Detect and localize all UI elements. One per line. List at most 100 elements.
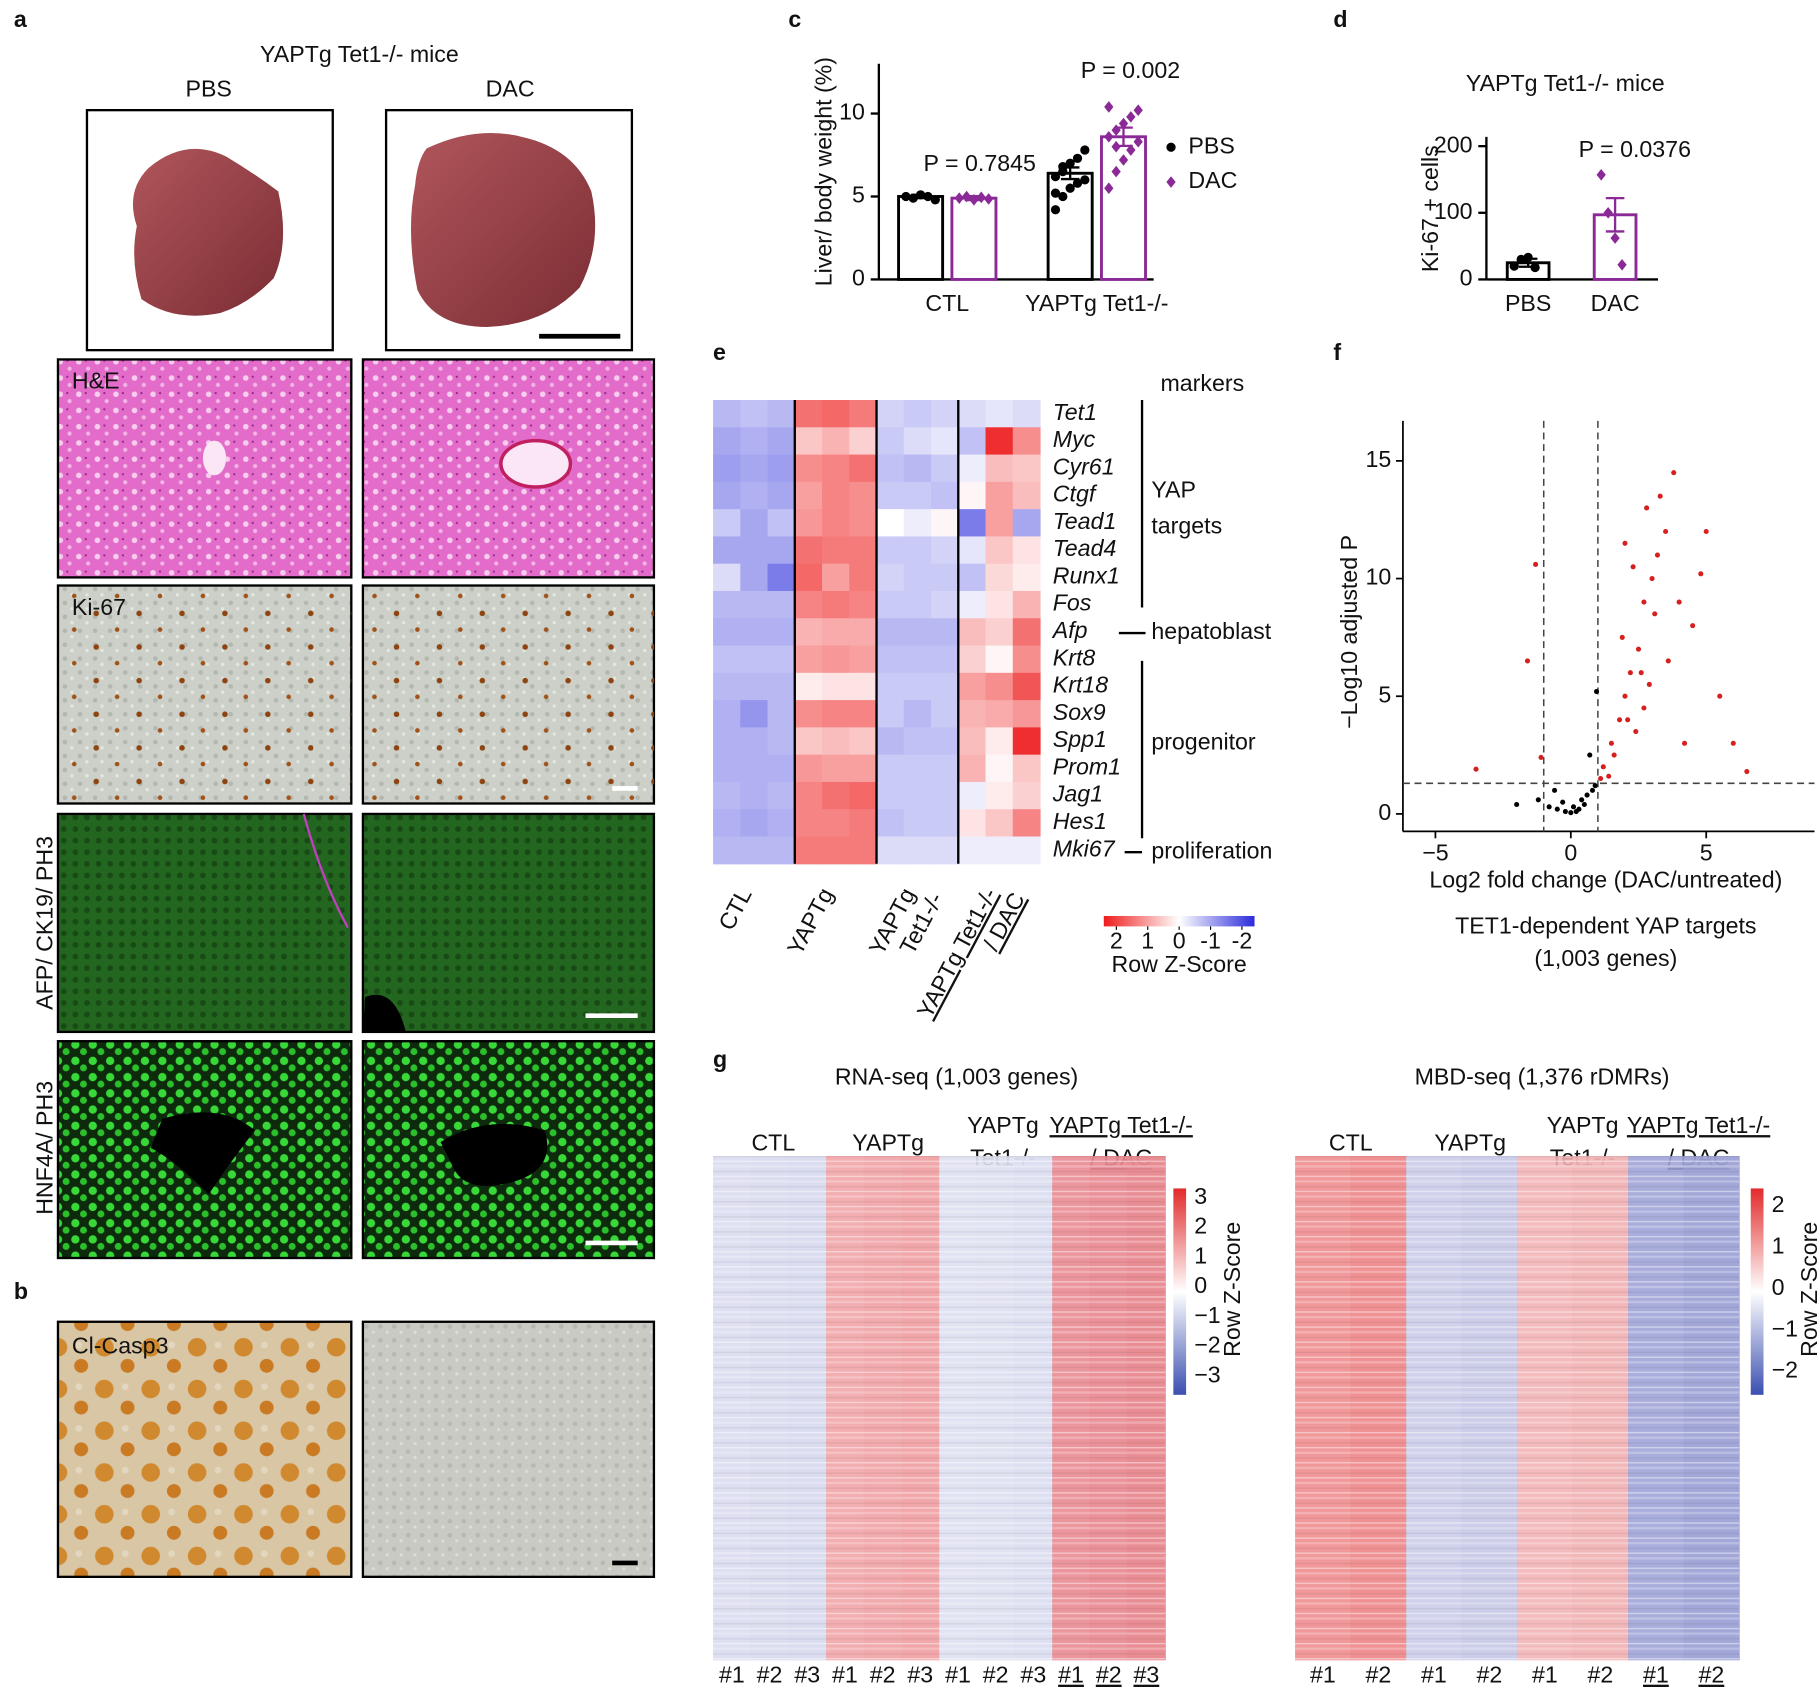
panel-label: a — [14, 6, 28, 32]
heatmap-cell — [903, 481, 932, 510]
ihc-image — [56, 1320, 353, 1579]
data-point — [1635, 646, 1642, 652]
sample-label: #1 — [1421, 1662, 1447, 1687]
colorbar — [1750, 1188, 1764, 1395]
heatmap-cell — [903, 400, 932, 428]
heatmap-cell — [849, 727, 878, 756]
heatmap-cell — [713, 836, 741, 865]
data-point — [1611, 752, 1617, 758]
colorbar-tick-label: -2 — [1232, 928, 1253, 954]
colorbar-tick-label: 0 — [1194, 1272, 1207, 1298]
data-point — [1665, 658, 1671, 664]
colorbar-tick-label: 1 — [1141, 928, 1154, 954]
row-label: Afp — [1051, 617, 1088, 643]
x-tick-label: DAC — [1591, 290, 1640, 316]
heatmap-cell — [1012, 754, 1041, 783]
vessel — [202, 440, 227, 476]
data-point — [1671, 470, 1677, 476]
heatmap-cell — [958, 700, 987, 728]
data-point — [983, 193, 994, 205]
error-bar — [911, 193, 930, 200]
data-point — [1625, 717, 1631, 723]
ki67-image — [57, 585, 352, 804]
error-bar — [1114, 126, 1133, 148]
heatmap-cell — [713, 590, 741, 619]
data-point — [1546, 804, 1552, 810]
row-group-label: hepatoblast — [1151, 618, 1271, 644]
heatmap-cell — [849, 645, 878, 674]
sample-label: #1 — [945, 1662, 971, 1687]
data-point — [1638, 670, 1644, 676]
heatmap-cell — [849, 836, 878, 865]
heatmap-texture — [1295, 1155, 1740, 1661]
heatmap-cell — [985, 400, 1014, 428]
row-group-label: proliferation — [1151, 837, 1272, 863]
row-group-label: YAP — [1151, 477, 1196, 503]
heatmap-cell — [985, 645, 1014, 674]
colorbar-tick-label: 2 — [1772, 1191, 1785, 1217]
sample-label: #2 — [1476, 1662, 1502, 1687]
row-label: Krt8 — [1053, 644, 1096, 670]
heatmap-cell — [985, 727, 1014, 756]
row-label: Prom1 — [1053, 753, 1121, 779]
heatmap-cell — [740, 836, 769, 865]
heatmap-cell — [794, 754, 823, 783]
ki67-image — [362, 585, 654, 804]
row-group-label: targets — [1151, 513, 1222, 539]
heatmap-cell — [794, 727, 823, 756]
heatmap-cell — [1012, 672, 1041, 701]
column-label: DAC — [486, 76, 535, 102]
heatmap-cell — [767, 618, 796, 647]
data-point — [1603, 206, 1613, 219]
data-point — [1676, 599, 1682, 605]
heatmap-cell — [958, 754, 987, 783]
colorbar-tick-label: 1 — [1194, 1242, 1207, 1268]
colorbar-label: Row Z-Score — [1112, 951, 1247, 977]
colorbar-tick-label: −1 — [1772, 1315, 1798, 1341]
heatmap-cell — [985, 427, 1014, 456]
heatmap-cell — [822, 427, 850, 456]
heatmap-cell — [903, 836, 932, 865]
data-point — [901, 191, 911, 202]
sample-label: #2 — [1699, 1662, 1725, 1687]
colorbar-tick-label: 3 — [1194, 1183, 1207, 1209]
heatmap-cell — [713, 400, 741, 428]
heatmap-cell — [740, 481, 769, 510]
heatmap-cell — [876, 563, 905, 592]
heatmap-cell — [822, 754, 850, 783]
data-point — [1050, 188, 1061, 198]
data-point — [1649, 576, 1655, 582]
heatmap-cell — [822, 809, 850, 838]
data-point — [1633, 728, 1639, 735]
heatmap-cell — [740, 700, 769, 728]
vessel — [499, 438, 573, 489]
heatmap-cell — [985, 809, 1014, 838]
heatmap-cell — [985, 836, 1014, 865]
sample-label: #1 — [1058, 1662, 1084, 1687]
data-point — [1589, 787, 1596, 793]
colorbar — [1103, 915, 1255, 927]
heatmap-cell — [903, 536, 932, 565]
heatmap-cell — [931, 536, 959, 565]
y-tick-label: 0 — [1378, 799, 1391, 825]
row-label: Tead4 — [1053, 535, 1117, 561]
sample-label: #3 — [794, 1662, 820, 1687]
data-point — [1562, 809, 1568, 815]
heatmap-cell — [822, 645, 850, 674]
heatmap-cell — [849, 618, 878, 647]
heatmap-cell — [1012, 645, 1041, 674]
heatmap-cell — [740, 563, 769, 592]
heatmap-cell — [822, 781, 850, 810]
liver-photo — [132, 148, 284, 316]
data-point — [1681, 740, 1688, 746]
heatmap-cell — [903, 618, 932, 647]
heatmap-cell — [958, 781, 987, 810]
row-label: Jag1 — [1052, 781, 1103, 807]
heatmap-cell — [849, 672, 878, 701]
heatmap-cell — [1012, 618, 1041, 647]
ihc-image — [361, 1320, 656, 1579]
data-point — [1630, 564, 1636, 570]
row-group-label: markers — [1160, 370, 1244, 396]
stain-label: HNF4A/ PH3 — [32, 1081, 58, 1215]
heatmap-cell — [876, 481, 905, 510]
